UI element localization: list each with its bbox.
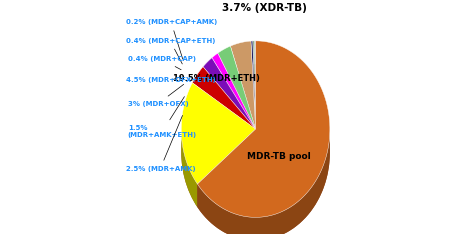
Polygon shape bbox=[198, 41, 330, 217]
Text: 4.5% (MDR+OFX+ETH): 4.5% (MDR+OFX+ETH) bbox=[126, 77, 215, 83]
Text: 0.2% (MDR+CAP+AMK): 0.2% (MDR+CAP+AMK) bbox=[126, 19, 217, 59]
Polygon shape bbox=[203, 58, 255, 129]
Ellipse shape bbox=[181, 64, 330, 235]
Text: 3% (MDR+OFX): 3% (MDR+OFX) bbox=[128, 84, 189, 106]
Polygon shape bbox=[230, 41, 255, 129]
Text: 19.5% (MDR+ETH): 19.5% (MDR+ETH) bbox=[173, 74, 260, 82]
Polygon shape bbox=[181, 83, 255, 184]
Polygon shape bbox=[192, 67, 255, 129]
Polygon shape bbox=[198, 130, 330, 235]
Polygon shape bbox=[253, 41, 255, 129]
Polygon shape bbox=[251, 41, 255, 129]
Text: 3.7% (XDR-TB): 3.7% (XDR-TB) bbox=[222, 3, 307, 13]
Text: 1.5%
(MDR+AMK+ETH): 1.5% (MDR+AMK+ETH) bbox=[128, 97, 197, 138]
Polygon shape bbox=[181, 127, 198, 207]
Text: 0.4% (MDR+CAP): 0.4% (MDR+CAP) bbox=[128, 56, 196, 70]
Polygon shape bbox=[198, 129, 255, 207]
Polygon shape bbox=[218, 46, 255, 129]
Polygon shape bbox=[212, 53, 255, 129]
Text: MDR-TB pool: MDR-TB pool bbox=[247, 153, 310, 161]
Text: 2.5% (MDR+AMK): 2.5% (MDR+AMK) bbox=[126, 115, 195, 172]
Polygon shape bbox=[198, 129, 255, 207]
Text: 0.4% (MDR+CAP+ETH): 0.4% (MDR+CAP+ETH) bbox=[126, 38, 215, 64]
